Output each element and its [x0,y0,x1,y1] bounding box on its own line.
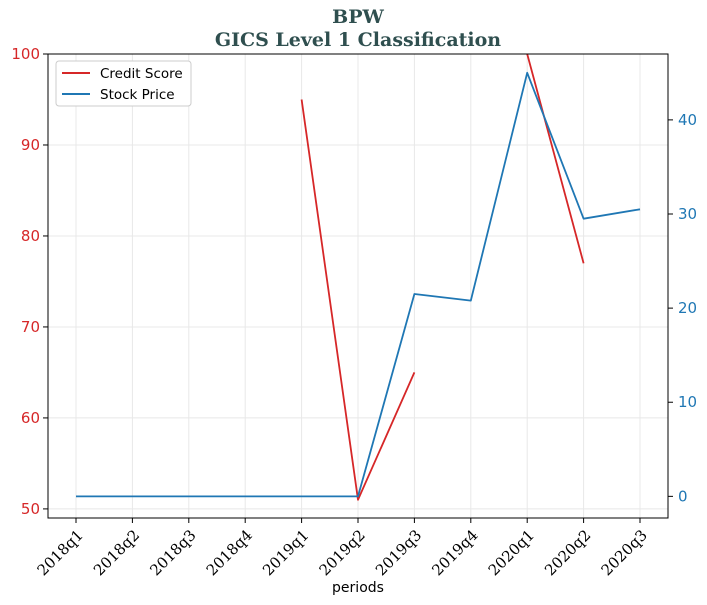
left-tick-label: 100 [11,45,40,63]
series-lines [76,53,641,501]
x-tick-label: 2018q1 [34,526,87,579]
x-tick-label: 2020q2 [541,526,594,579]
left-axis: 50 60 70 80 90 100 [11,45,48,518]
x-tick-label: 2020q3 [598,526,651,579]
left-tick-label: 90 [21,136,40,154]
legend-label-credit-score: Credit Score [100,66,183,82]
series-line-credit-score [300,99,416,501]
x-tick-label: 2019q2 [316,526,369,579]
x-tick-label: 2018q2 [90,526,143,579]
left-tick-label: 70 [21,318,40,336]
right-tick-label: 0 [678,487,688,505]
x-tick-label: 2019q3 [372,526,425,579]
right-tick-label: 20 [678,299,697,317]
left-tick-label: 60 [21,409,40,427]
right-tick-label: 10 [678,393,697,411]
chart-title: BPW [332,6,384,28]
x-axis-label: periods [332,580,384,596]
series-line-credit-score [526,53,585,264]
legend-label-stock-price: Stock Price [100,87,175,103]
x-tick-label: 2018q4 [203,526,256,579]
x-axis: 2018q1 2018q2 2018q3 2018q4 2019q1 2019q2 2019… [34,518,651,579]
grid [48,53,668,518]
series-line-stock-price [76,71,641,498]
x-tick-label: 2018q3 [146,526,199,579]
right-tick-label: 30 [678,205,697,223]
x-tick-label: 2019q4 [428,526,481,579]
x-tick-label: 2020q1 [485,526,538,579]
right-axis: 0 10 20 30 40 [668,111,697,505]
right-tick-label: 40 [678,111,697,129]
x-tick-label: 2019q1 [259,526,312,579]
legend: Credit Score Stock Price [55,60,192,107]
left-tick-label: 80 [21,227,40,245]
chart-subtitle: GICS Level 1 Classification [215,29,501,51]
left-tick-label: 50 [21,500,40,518]
